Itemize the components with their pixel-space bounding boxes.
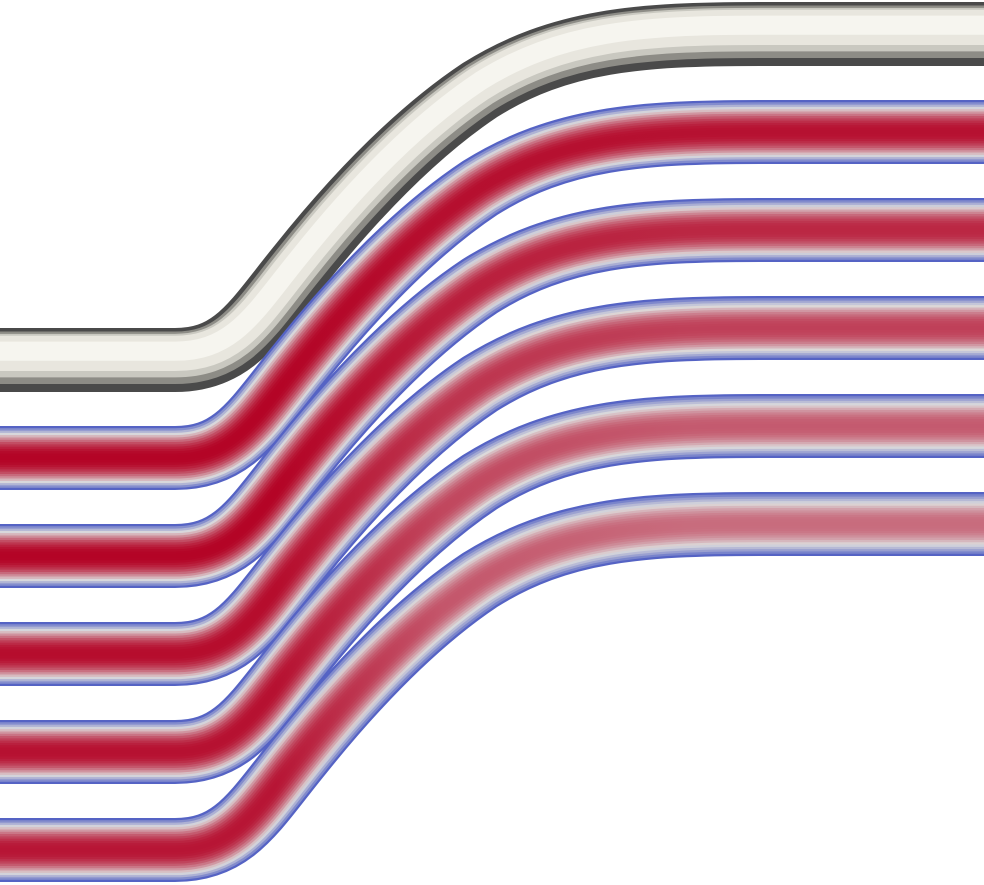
velocity-band-3-13 — [0, 325, 984, 657]
velocity-band-4-13 — [0, 423, 984, 755]
velocity-band-2-13 — [0, 227, 984, 559]
velocity-band-1-13 — [0, 129, 984, 461]
solid-pipe-layer-4 — [0, 15, 984, 361]
velocity-section-4 — [0, 394, 984, 784]
velocity-band-5-13 — [0, 521, 984, 853]
velocity-section-3 — [0, 296, 984, 686]
velocity-section-1 — [0, 100, 984, 490]
velocity-section-5 — [0, 492, 984, 882]
velocity-section-2 — [0, 198, 984, 588]
solid-pipe-surface — [0, 1, 984, 392]
